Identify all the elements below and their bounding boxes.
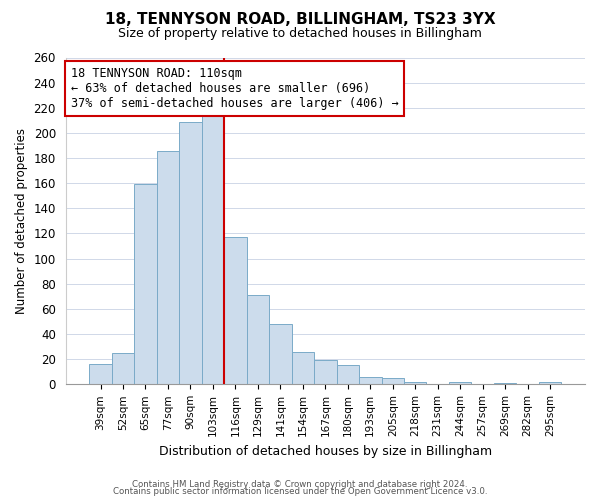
- Text: 18 TENNYSON ROAD: 110sqm
← 63% of detached houses are smaller (696)
37% of semi-: 18 TENNYSON ROAD: 110sqm ← 63% of detach…: [71, 68, 398, 110]
- Bar: [449, 382, 472, 384]
- Y-axis label: Number of detached properties: Number of detached properties: [15, 128, 28, 314]
- Bar: [157, 150, 179, 384]
- Text: Size of property relative to detached houses in Billingham: Size of property relative to detached ho…: [118, 28, 482, 40]
- Bar: [359, 377, 382, 384]
- Bar: [404, 382, 427, 384]
- Bar: [89, 364, 112, 384]
- Bar: [382, 378, 404, 384]
- X-axis label: Distribution of detached houses by size in Billingham: Distribution of detached houses by size …: [159, 444, 492, 458]
- Text: Contains public sector information licensed under the Open Government Licence v3: Contains public sector information licen…: [113, 488, 487, 496]
- Bar: [494, 383, 517, 384]
- Bar: [292, 352, 314, 384]
- Text: Contains HM Land Registry data © Crown copyright and database right 2024.: Contains HM Land Registry data © Crown c…: [132, 480, 468, 489]
- Bar: [247, 295, 269, 384]
- Bar: [202, 113, 224, 384]
- Bar: [314, 360, 337, 384]
- Bar: [224, 238, 247, 384]
- Bar: [179, 122, 202, 384]
- Text: 18, TENNYSON ROAD, BILLINGHAM, TS23 3YX: 18, TENNYSON ROAD, BILLINGHAM, TS23 3YX: [104, 12, 496, 28]
- Bar: [134, 184, 157, 384]
- Bar: [539, 382, 562, 384]
- Bar: [337, 366, 359, 384]
- Bar: [269, 324, 292, 384]
- Bar: [112, 353, 134, 384]
